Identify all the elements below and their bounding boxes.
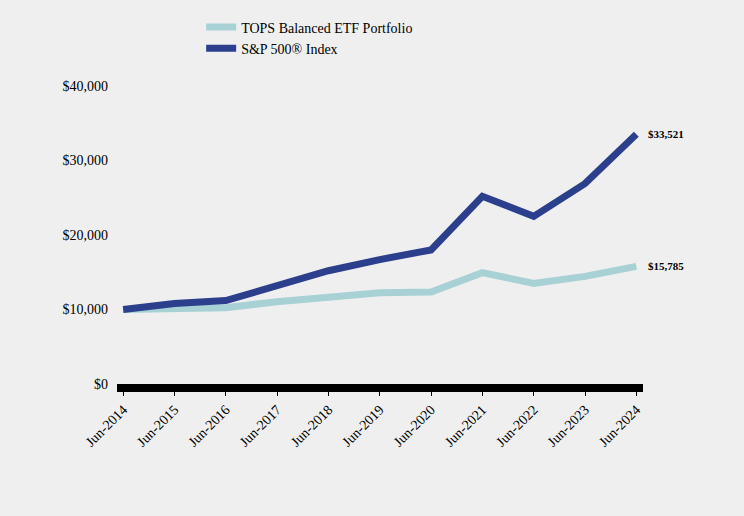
svg-text:$10,000: $10,000 — [63, 302, 109, 317]
svg-text:Jun-2016: Jun-2016 — [185, 402, 232, 449]
svg-text:Jun-2021: Jun-2021 — [442, 402, 489, 449]
svg-text:TOPS Balanced ETF Portfolio: TOPS Balanced ETF Portfolio — [241, 21, 412, 36]
svg-text:Jun-2017: Jun-2017 — [237, 402, 284, 449]
svg-text:Jun-2020: Jun-2020 — [391, 402, 438, 449]
svg-text:S&P 500® Index: S&P 500® Index — [241, 42, 337, 57]
svg-text:Jun-2022: Jun-2022 — [493, 402, 540, 449]
svg-text:$0: $0 — [94, 377, 108, 392]
svg-text:Jun-2015: Jun-2015 — [134, 402, 181, 449]
svg-text:Jun-2019: Jun-2019 — [339, 402, 386, 449]
svg-text:$15,785: $15,785 — [648, 260, 684, 272]
svg-text:Jun-2014: Jun-2014 — [83, 402, 130, 449]
svg-text:Jun-2023: Jun-2023 — [545, 402, 592, 449]
svg-text:$40,000: $40,000 — [63, 79, 109, 94]
svg-text:$20,000: $20,000 — [63, 228, 109, 243]
svg-text:Jun-2018: Jun-2018 — [288, 402, 335, 449]
svg-text:Jun-2024: Jun-2024 — [596, 402, 643, 449]
svg-text:$33,521: $33,521 — [648, 128, 684, 140]
svg-text:$30,000: $30,000 — [63, 153, 109, 168]
